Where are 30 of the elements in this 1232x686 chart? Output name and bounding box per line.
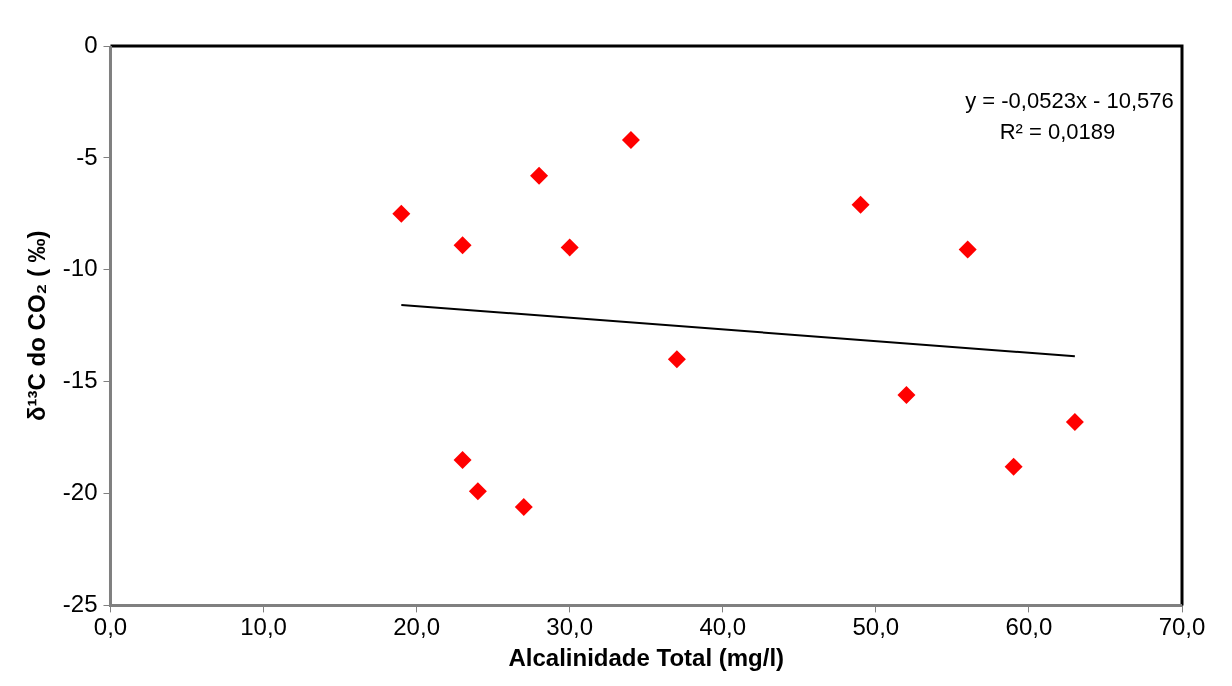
x-tick-label: 50,0 — [852, 613, 900, 641]
point — [958, 240, 977, 259]
point — [453, 450, 472, 469]
y-tick-label: 0 — [84, 30, 98, 58]
x-tick-label: 20,0 — [393, 613, 440, 641]
x-tick-label: 40,0 — [699, 613, 747, 641]
point — [667, 350, 686, 369]
point — [1004, 457, 1023, 476]
y-tick-label: -10 — [62, 254, 98, 282]
x-tick-label: 60,0 — [1005, 613, 1053, 641]
y-tick-label: -5 — [76, 142, 98, 170]
point — [897, 386, 916, 405]
point — [560, 238, 579, 257]
point — [453, 236, 472, 255]
point — [530, 166, 549, 185]
y-axis-title: δ¹³C do CO₂ ( ‰) — [23, 230, 51, 421]
point — [1065, 412, 1084, 431]
point — [851, 195, 870, 214]
point — [468, 482, 487, 501]
x-tick-label: 10,0 — [240, 613, 287, 641]
y-tick-label: -15 — [62, 366, 98, 394]
point — [621, 130, 640, 149]
x-axis-title: Alcalinidade Total (mg/l) — [508, 644, 785, 672]
point — [392, 204, 411, 223]
x-tick-label: 70,0 — [1158, 613, 1206, 641]
y-tick-label: -20 — [62, 478, 98, 506]
annotation: R² = 0,0189 — [999, 119, 1116, 145]
x-tick-label: 30,0 — [546, 613, 594, 641]
point — [514, 497, 533, 516]
annotation: y = -0,0523x - 10,576 — [965, 88, 1174, 114]
